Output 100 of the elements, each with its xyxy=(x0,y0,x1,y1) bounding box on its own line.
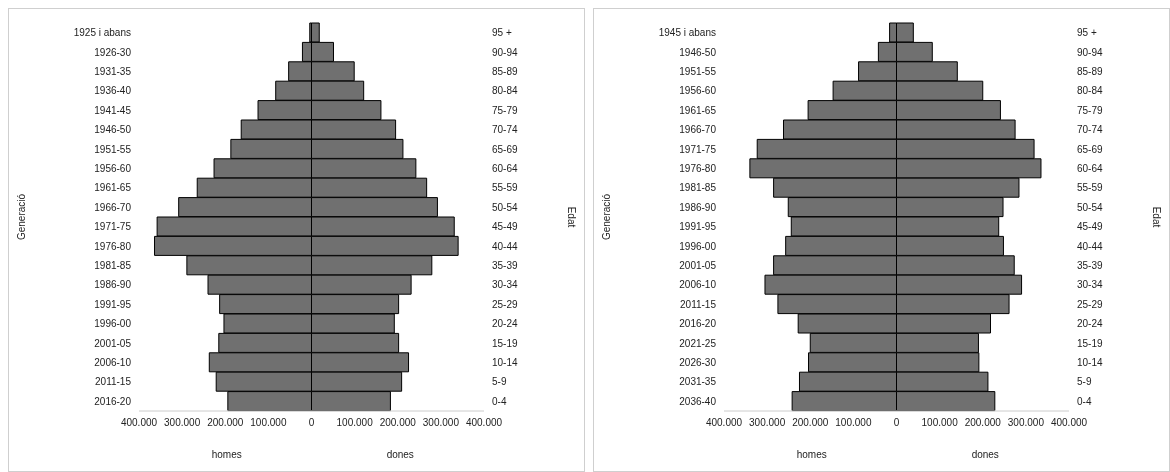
text: homes xyxy=(210,449,243,460)
x-tick-label: 400.000 xyxy=(120,417,158,429)
y2-tick-label: 60-64 xyxy=(492,163,519,175)
y2-tick-label: 55-59 xyxy=(492,182,519,194)
y-tick-label: 2011-15 xyxy=(680,298,717,310)
y2-tick-label: 0-4 xyxy=(492,395,507,407)
x-tick-label: 400.000 xyxy=(1050,417,1088,429)
x-tick-label: 400.000 xyxy=(705,417,743,429)
y-tick-label: 1956-60 xyxy=(679,85,717,97)
y2-axis-title: Edat xyxy=(1151,206,1163,228)
y-tick-label: 2036-40 xyxy=(679,395,717,407)
y2-tick-label: 50-54 xyxy=(1077,201,1104,213)
x-tick-label: 100.000 xyxy=(336,417,374,429)
y-tick-label: 1951-55 xyxy=(679,66,717,78)
y2-tick-label: 95 + xyxy=(492,27,512,39)
x-tick-label: 200.000 xyxy=(207,417,244,429)
x-tick-label: 100.000 xyxy=(835,417,872,429)
y-tick-label: 1946-50 xyxy=(679,46,717,58)
y-tick-label: 2006-10 xyxy=(679,279,717,291)
y2-tick-label: 5-9 xyxy=(1077,376,1092,388)
y-tick-label: 2026-30 xyxy=(679,357,717,369)
y-tick-label: 1945 i abans xyxy=(658,27,716,39)
y-tick-label: 1946-50 xyxy=(94,124,132,136)
y-tick-label: 1986-90 xyxy=(679,201,717,213)
y-tick-label: 2016-20 xyxy=(94,395,132,407)
y-tick-label: 1925 i abans xyxy=(73,27,131,39)
x-tick-label: 100.000 xyxy=(250,417,287,429)
y-tick-label: 2011-15 xyxy=(95,376,132,388)
y-tick-label: 1981-85 xyxy=(679,182,717,194)
y2-tick-label: 75-79 xyxy=(492,104,519,116)
y2-tick-label: 35-39 xyxy=(1077,260,1104,272)
y2-tick-label: 30-34 xyxy=(492,279,519,291)
y2-tick-label: 30-34 xyxy=(1077,279,1104,291)
y-tick-label: 1996-00 xyxy=(94,318,132,330)
y2-tick-label: 45-49 xyxy=(492,221,519,233)
y2-tick-label: 85-89 xyxy=(492,66,519,78)
y2-tick-label: 90-94 xyxy=(1077,46,1104,58)
y-tick-label: 2001-05 xyxy=(679,260,717,272)
y2-tick-label: 25-29 xyxy=(492,298,519,310)
x-tick-label: 300.000 xyxy=(1007,417,1045,429)
y-tick-label: 1981-85 xyxy=(94,260,132,272)
y-axis-title: Generació xyxy=(600,193,612,241)
y2-tick-label: 85-89 xyxy=(1077,66,1104,78)
y-tick-label: 2031-35 xyxy=(679,376,717,388)
y-tick-label: 1951-55 xyxy=(94,143,132,155)
y2-tick-label: 65-69 xyxy=(492,143,519,155)
y2-tick-label: 20-24 xyxy=(1077,318,1104,330)
y2-tick-label: 50-54 xyxy=(492,201,519,213)
y2-tick-label: 75-79 xyxy=(1077,104,1104,116)
y2-tick-label: 45-49 xyxy=(1077,221,1104,233)
text: dones xyxy=(970,449,1000,460)
y-tick-label: 1971-75 xyxy=(94,221,132,233)
y2-tick-label: 80-84 xyxy=(1077,85,1104,97)
y2-tick-label: 15-19 xyxy=(1077,337,1104,349)
y2-tick-label: 40-44 xyxy=(1077,240,1104,252)
y2-tick-label: 65-69 xyxy=(1077,143,1104,155)
x-tick-label: 100.000 xyxy=(921,417,959,429)
x-tick-label: 200.000 xyxy=(964,417,1002,429)
y-tick-label: 1976-80 xyxy=(679,163,717,175)
y2-tick-label: 90-94 xyxy=(492,46,519,58)
y2-axis-title: Edat xyxy=(566,206,578,228)
x-tick-label: 0 xyxy=(893,417,900,429)
y-tick-label: 2001-05 xyxy=(94,337,132,349)
text: homes xyxy=(795,449,828,460)
y2-tick-label: 70-74 xyxy=(492,124,519,136)
x-tick-label: 300.000 xyxy=(422,417,460,429)
text: dones xyxy=(385,449,415,460)
x-tick-label: 300.000 xyxy=(749,417,786,429)
y2-tick-label: 40-44 xyxy=(492,240,519,252)
y2-tick-label: 20-24 xyxy=(492,318,519,330)
y-tick-label: 1971-75 xyxy=(679,143,717,155)
x-tick-label: 400.000 xyxy=(465,417,503,429)
y2-tick-label: 5-9 xyxy=(492,376,507,388)
y-tick-label: 1961-65 xyxy=(94,182,132,194)
y-tick-label: 1991-95 xyxy=(679,221,717,233)
x-tick-label: 200.000 xyxy=(379,417,417,429)
x-tick-label: 0 xyxy=(308,417,315,429)
y-tick-label: 1931-35 xyxy=(94,66,132,78)
x-tick-label: 300.000 xyxy=(164,417,201,429)
y-tick-label: 1926-30 xyxy=(94,46,132,58)
y-tick-label: 1936-40 xyxy=(94,85,132,97)
y2-tick-label: 10-14 xyxy=(1077,357,1104,369)
y-tick-label: 1941-45 xyxy=(94,104,132,116)
y-tick-label: 1956-60 xyxy=(94,163,132,175)
y2-tick-label: 0-4 xyxy=(1077,395,1092,407)
x-tick-label: 200.000 xyxy=(792,417,829,429)
y2-tick-label: 80-84 xyxy=(492,85,519,97)
y2-tick-label: 35-39 xyxy=(492,260,519,272)
y2-tick-label: 25-29 xyxy=(1077,298,1104,310)
y-tick-label: 2006-10 xyxy=(94,357,132,369)
y-tick-label: 2016-20 xyxy=(679,318,717,330)
y2-tick-label: 15-19 xyxy=(492,337,519,349)
y2-tick-label: 10-14 xyxy=(492,357,519,369)
y-tick-label: 1991-95 xyxy=(94,298,132,310)
y2-tick-label: 95 + xyxy=(1077,27,1097,39)
y-axis-title: Generació xyxy=(15,193,27,241)
y2-tick-label: 60-64 xyxy=(1077,163,1104,175)
y-tick-label: 1996-00 xyxy=(679,240,717,252)
y-tick-label: 2021-25 xyxy=(679,337,717,349)
y-tick-label: 1986-90 xyxy=(94,279,132,291)
